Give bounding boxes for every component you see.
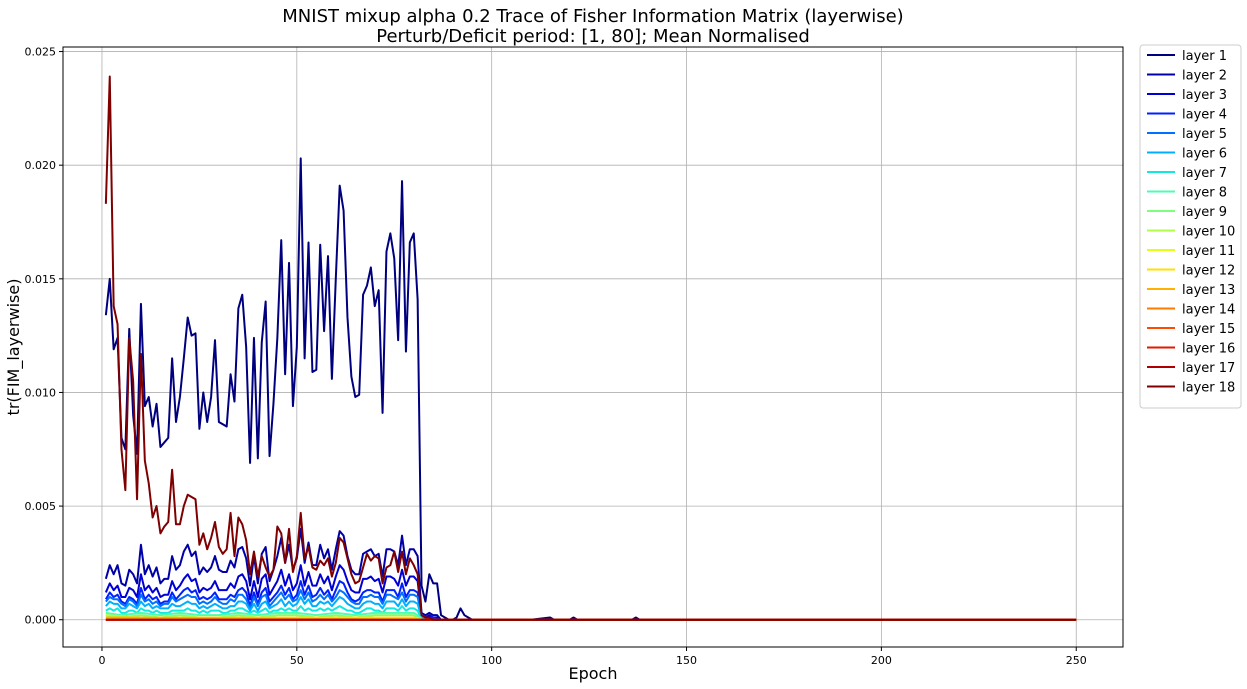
legend-label: layer 4 <box>1182 108 1227 123</box>
legend-label: layer 15 <box>1182 322 1235 337</box>
plot-frame <box>62 46 1124 648</box>
legend-label: layer 3 <box>1182 88 1227 103</box>
x-tick-label: 50 <box>290 654 304 667</box>
legend-label: layer 2 <box>1182 69 1227 84</box>
plot-lines <box>104 75 1077 621</box>
legend: layer 1 layer 2 layer 3 layer 4 layer 5 layer… <box>1139 44 1242 409</box>
legend-label: layer 8 <box>1182 186 1227 201</box>
x-axis: 0 50 100 150 200 250 <box>98 647 1087 667</box>
grid <box>63 47 1123 647</box>
legend-box <box>1139 44 1242 409</box>
legend-label: layer 12 <box>1182 264 1235 279</box>
series-line-layer-3 <box>104 564 1077 621</box>
y-axis-label: tr(FIM_layerwise) <box>4 279 24 416</box>
series-line-layer-4 <box>105 580 1077 621</box>
y-tick-label: 0.005 <box>25 500 57 513</box>
y-tick-label: 0.010 <box>25 386 57 399</box>
legend-label: layer 18 <box>1182 381 1235 396</box>
legend-label: layer 6 <box>1182 147 1227 162</box>
title-group: MNIST mixup alpha 0.2 Trace of Fisher In… <box>282 6 903 47</box>
legend-label: layer 9 <box>1182 205 1227 220</box>
x-tick-label: 250 <box>1066 654 1087 667</box>
series-line-layer-18 <box>104 75 1077 621</box>
legend-label: layer 11 <box>1182 244 1235 259</box>
x-tick-label: 0 <box>98 654 105 667</box>
legend-label: layer 14 <box>1182 303 1235 318</box>
y-axis: 0.000 0.005 0.010 0.015 0.020 0.025 <box>25 46 63 627</box>
series-line-layer-2 <box>104 527 1077 621</box>
legend-label: layer 16 <box>1182 342 1235 357</box>
x-tick-label: 100 <box>481 654 502 667</box>
y-tick-label: 0.025 <box>25 46 57 59</box>
x-tick-label: 200 <box>871 654 892 667</box>
x-tick-label: 150 <box>676 654 697 667</box>
chart-title: MNIST mixup alpha 0.2 Trace of Fisher In… <box>282 6 903 27</box>
x-axis-label: Epoch <box>569 664 618 683</box>
y-tick-label: 0.020 <box>25 159 57 172</box>
series-line-layer-8 <box>105 611 1077 621</box>
legend-label: layer 5 <box>1182 127 1227 142</box>
legend-label: layer 7 <box>1182 166 1227 181</box>
legend-label: layer 13 <box>1182 283 1235 298</box>
y-tick-label: 0.015 <box>25 273 57 286</box>
legend-label: layer 1 <box>1182 49 1227 64</box>
legend-label: layer 10 <box>1182 225 1235 240</box>
chart-subtitle: Perturb/Deficit period: [1, 80]; Mean No… <box>376 26 810 47</box>
legend-label: layer 17 <box>1182 361 1235 376</box>
series-line-layer-1 <box>104 157 1077 621</box>
series-line-layer-5 <box>105 589 1077 621</box>
series-line-layer-6 <box>105 596 1077 621</box>
y-tick-label: 0.000 <box>25 614 57 627</box>
series-line-layer-7 <box>105 605 1077 621</box>
